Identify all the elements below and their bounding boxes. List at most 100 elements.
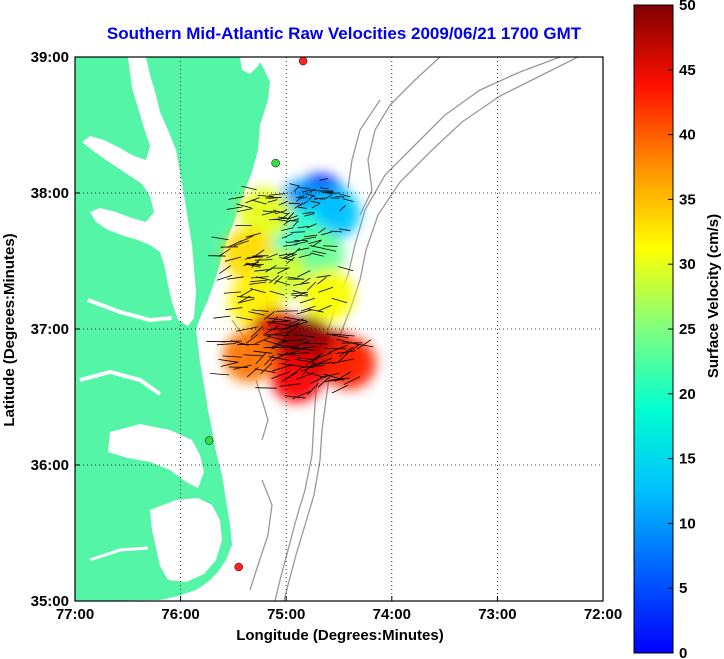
radar-stations <box>204 56 308 572</box>
y-axis-label: Latitude (Degrees:Minutes) <box>1 233 18 426</box>
velocity-arrow <box>269 217 286 221</box>
velocity-arrow <box>292 346 315 350</box>
velocity-arrow <box>292 334 315 338</box>
colorbar-tick-label: 25 <box>679 321 696 338</box>
velocity-arrow <box>228 196 245 200</box>
colorbar-tick-label: 10 <box>679 515 696 532</box>
velocity-arrow <box>254 368 276 373</box>
velocity-arrow <box>263 311 276 320</box>
velocity-arrow <box>245 232 262 238</box>
velocity-arrow <box>314 197 325 200</box>
velocity-arrow <box>237 295 251 304</box>
velocity-arrow <box>285 253 297 259</box>
velocity-arrow <box>271 371 290 380</box>
velocity-arrow <box>279 362 301 367</box>
velocity-arrow <box>281 212 290 220</box>
velocity-arrow <box>319 187 329 190</box>
velocity-arrow <box>268 316 279 326</box>
velocity-arrow <box>288 352 310 355</box>
velocity-arrow <box>273 275 283 285</box>
velocity-arrow <box>330 197 340 199</box>
delaware-bay <box>240 57 262 74</box>
velocity-arrow <box>296 247 310 251</box>
velocity-arrow <box>304 213 315 217</box>
velocity-arrow <box>286 321 308 329</box>
y-tick-label: 36:00 <box>31 457 69 474</box>
velocity-arrow <box>227 240 242 248</box>
velocity-arrow <box>237 296 255 299</box>
velocity-arrow <box>298 254 312 258</box>
velocity-arrow <box>236 316 253 321</box>
river-1 <box>87 298 173 323</box>
velocity-arrow <box>226 206 243 210</box>
velocity-arrow <box>298 187 310 189</box>
velocity-arrow <box>299 297 315 304</box>
map-title: Southern Mid-Atlantic Raw Velocities 200… <box>107 24 582 43</box>
velocity-arrow <box>312 240 322 247</box>
velocity-arrow <box>240 289 253 297</box>
velocity-arrow <box>216 343 236 346</box>
velocity-arrow <box>251 309 269 312</box>
velocity-arrow <box>320 231 332 236</box>
albemarle-sound <box>108 424 204 488</box>
velocity-arrow <box>302 236 317 240</box>
velocity-arrow <box>331 384 349 394</box>
velocity-arrow <box>256 276 272 281</box>
velocity-arrow <box>250 326 264 338</box>
grid <box>75 57 603 601</box>
velocity-arrow <box>223 291 241 294</box>
velocity-arrow <box>283 244 298 247</box>
velocity-arrow <box>248 311 265 316</box>
river-3 <box>89 546 149 562</box>
velocity-arrow <box>318 286 334 293</box>
velocity-arrow <box>317 304 332 312</box>
velocity-arrow <box>311 202 321 209</box>
velocity-arrow <box>297 225 310 229</box>
velocity-arrow <box>332 358 354 364</box>
velocity-arrow <box>328 192 340 195</box>
velocity-arrow <box>326 333 349 339</box>
radar-station-marker[interactable] <box>234 562 243 572</box>
velocity-arrow <box>306 281 317 291</box>
pamlico-sound <box>150 498 222 582</box>
velocity-arrow <box>329 377 350 381</box>
velocity-arrow <box>298 206 307 209</box>
velocity-arrow <box>319 178 328 181</box>
velocity-arrow <box>213 315 231 319</box>
velocity-arrow <box>245 333 259 344</box>
velocity-arrow <box>332 333 355 337</box>
velocity-arrow <box>335 196 345 198</box>
velocity-arrow <box>226 276 244 280</box>
speed-field <box>223 173 376 403</box>
velocity-arrow <box>288 215 298 220</box>
chesapeake-bay <box>82 57 196 326</box>
velocity-arrow <box>241 185 257 191</box>
velocity-arrow <box>306 223 317 229</box>
velocity-arrow <box>330 230 342 233</box>
colorbar-tick-label: 15 <box>679 451 696 468</box>
velocity-arrow <box>246 262 262 267</box>
velocity-arrow <box>342 198 354 203</box>
y-tick-label: 37:00 <box>31 321 69 338</box>
velocity-arrow <box>303 234 318 238</box>
velocity-arrow <box>296 371 316 380</box>
velocity-arrow <box>322 248 337 252</box>
velocity-arrow <box>265 196 282 199</box>
velocity-arrow <box>296 309 313 315</box>
colorbar-tick-label: 20 <box>679 386 696 403</box>
velocity-arrow <box>210 373 230 376</box>
velocity-arrow <box>245 263 261 268</box>
radar-station-marker[interactable] <box>204 436 214 445</box>
velocity-arrow <box>254 259 273 261</box>
velocity-arrow <box>254 336 271 345</box>
velocity-arrow <box>249 288 266 294</box>
velocity-arrow <box>286 368 301 379</box>
velocity-arrow <box>236 203 252 209</box>
velocity-arrow <box>294 203 303 209</box>
velocity-arrow <box>357 339 372 350</box>
radar-station-marker[interactable] <box>271 158 280 168</box>
velocity-arrow <box>300 277 311 285</box>
velocity-arrow <box>218 248 231 257</box>
velocity-arrow <box>283 219 291 226</box>
radar-station-marker[interactable] <box>298 56 308 66</box>
